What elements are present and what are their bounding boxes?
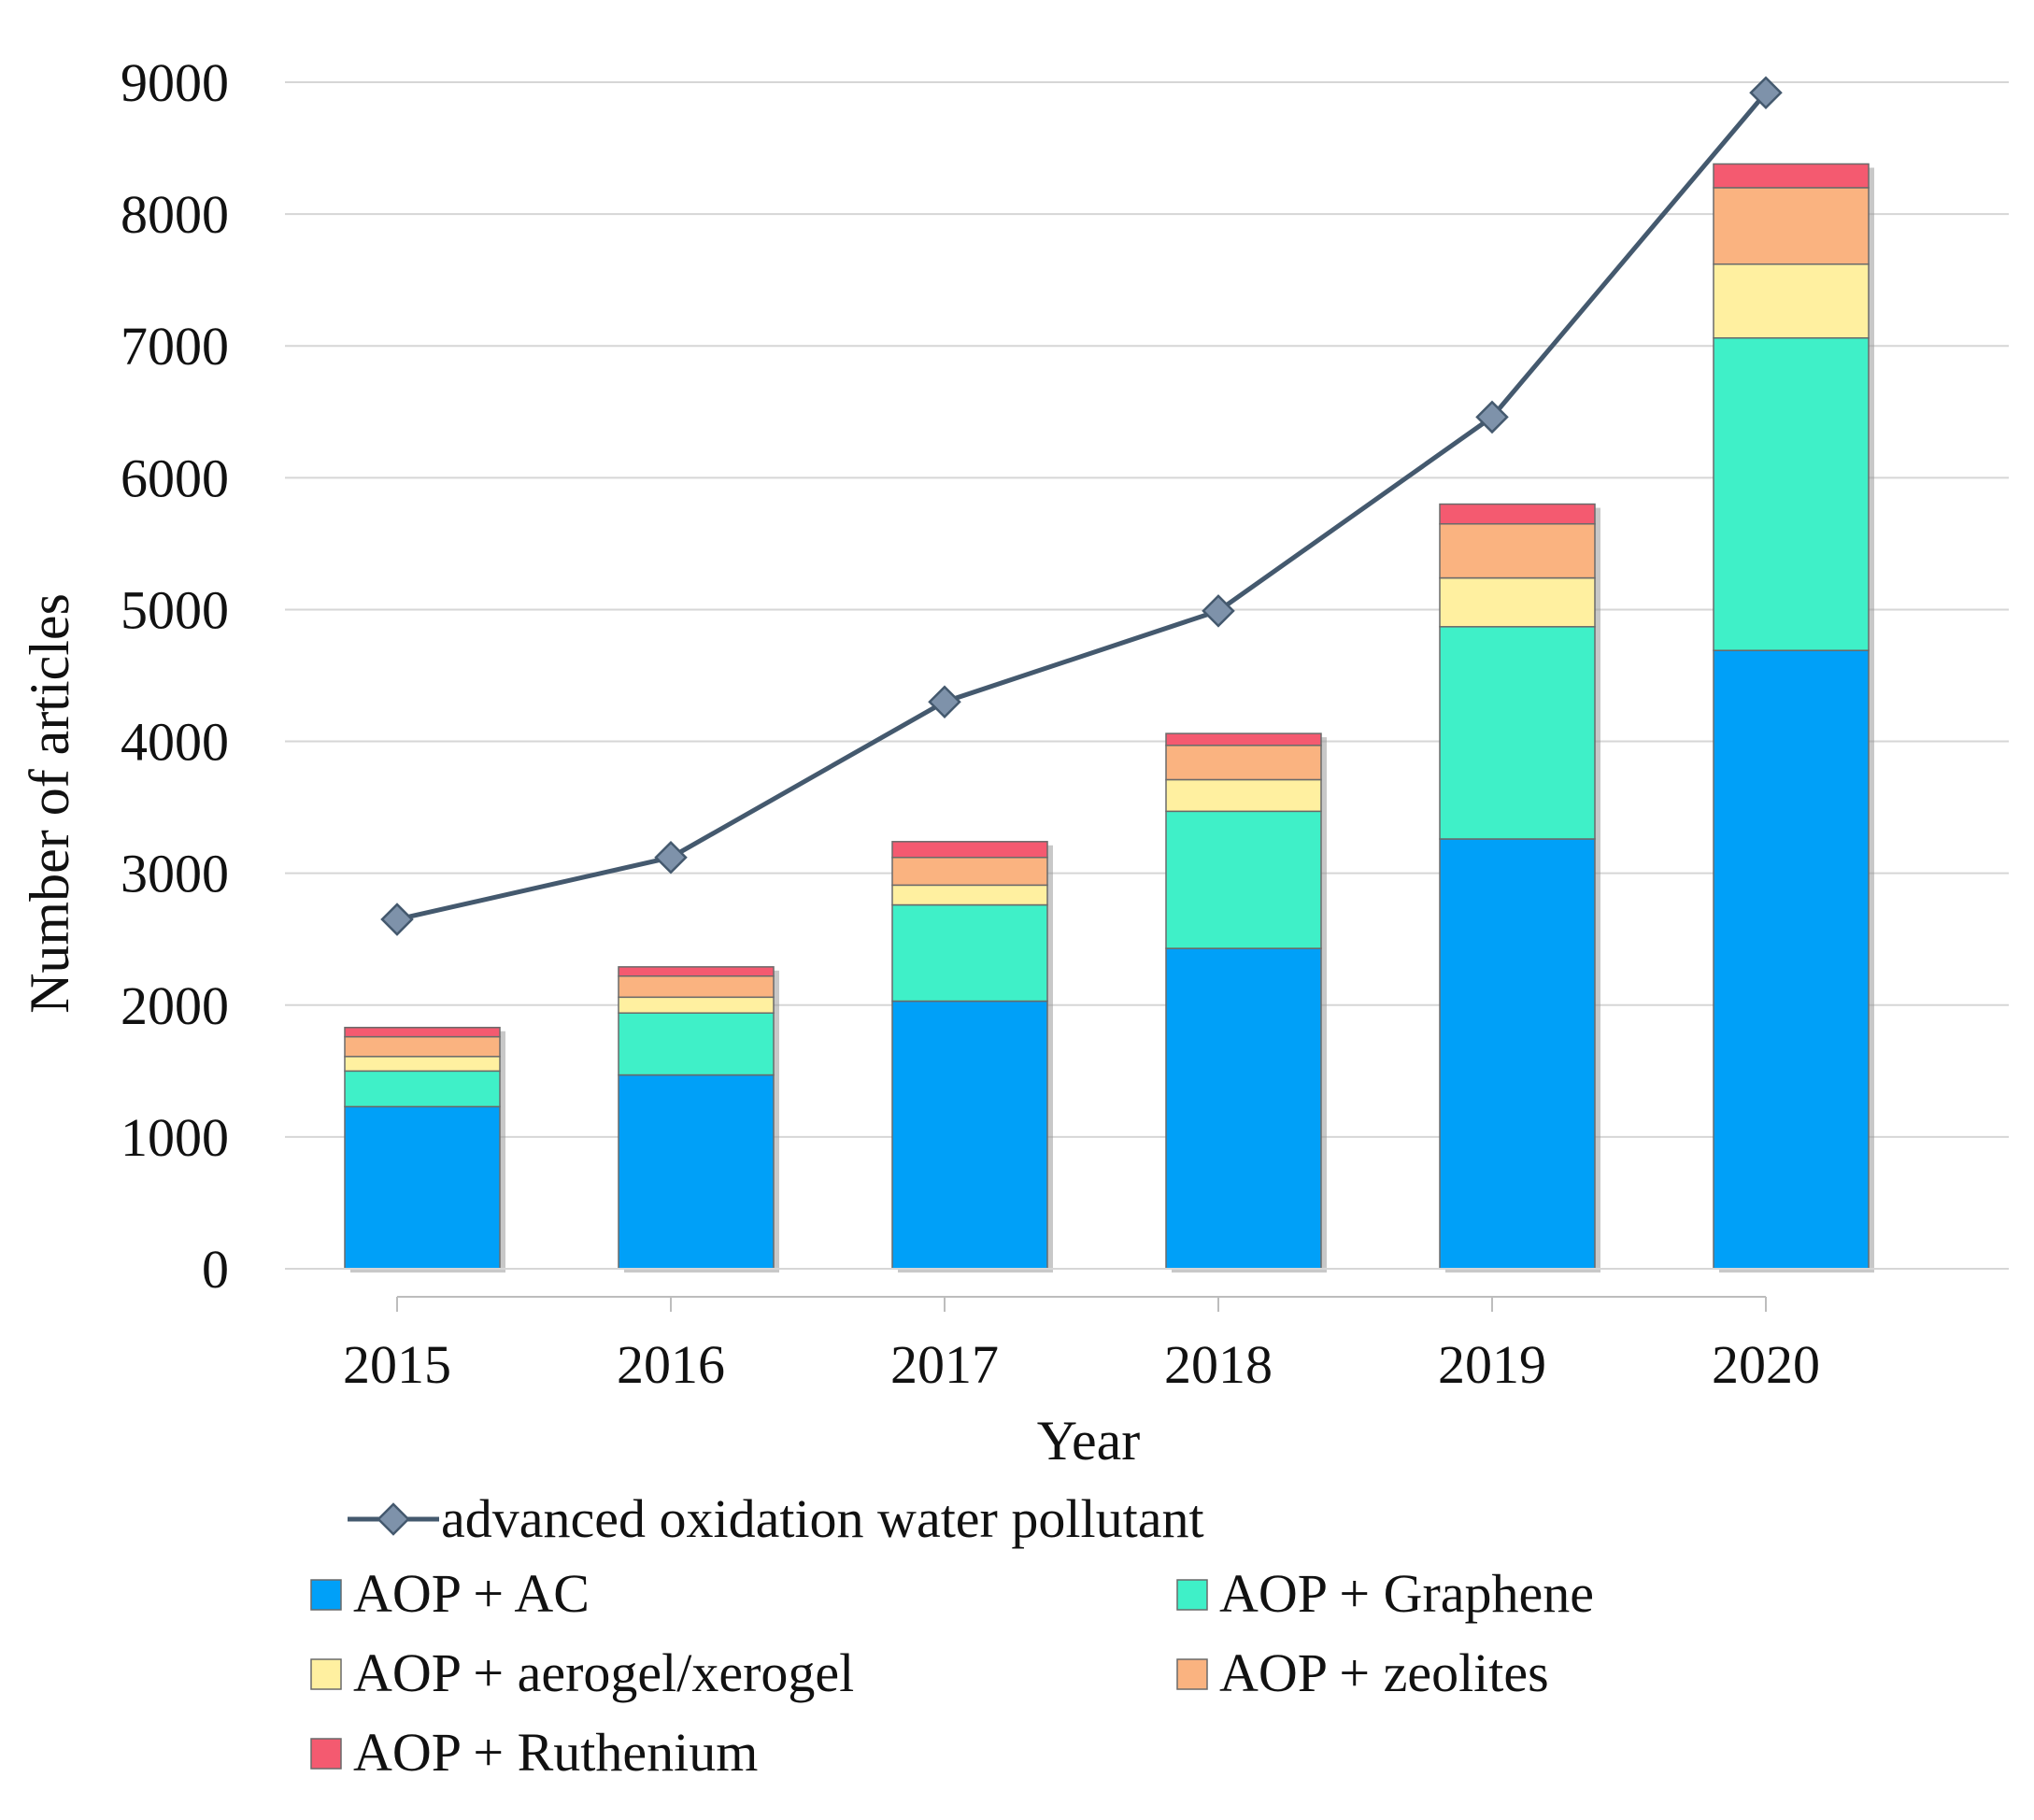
- line-point: [928, 685, 961, 718]
- x-tick-labels: 2015 2016 2017 2018 2019 2020: [343, 1334, 1820, 1395]
- grid-lines: [285, 81, 2009, 1138]
- line-point: [654, 840, 688, 874]
- bar-segment: [891, 903, 1048, 1002]
- line-point: [380, 903, 414, 936]
- bar-segment: [618, 966, 775, 977]
- line-point: [1475, 400, 1509, 434]
- y-tick-label: 1000: [121, 1107, 229, 1168]
- bar-segment: [1165, 810, 1322, 949]
- y-tick-label: 4000: [121, 712, 229, 773]
- bar-segment: [1713, 337, 1870, 651]
- x-tick-label: 2017: [890, 1334, 999, 1395]
- legend-swatch: [310, 1579, 342, 1611]
- line-point: [1202, 594, 1235, 628]
- bar-segment: [1713, 649, 1870, 1270]
- legend-label: AOP + aerogel/xerogel: [353, 1642, 854, 1703]
- bar-segment: [344, 1070, 501, 1108]
- bar-segment: [1713, 187, 1870, 265]
- y-tick-label: 8000: [121, 184, 229, 245]
- line-point: [1749, 76, 1783, 110]
- y-tick-label: 0: [202, 1239, 229, 1300]
- y-tick-label: 9000: [121, 52, 229, 113]
- bar-segment: [618, 1012, 775, 1076]
- bar-segment: [1165, 745, 1322, 781]
- legend-swatch: [1176, 1579, 1208, 1611]
- bar-segment: [1713, 263, 1870, 339]
- legend-label: AOP + zeolites: [1219, 1642, 1549, 1703]
- x-tick-label: 2015: [343, 1334, 451, 1395]
- x-tick-label: 2019: [1438, 1334, 1546, 1395]
- x-axis-title: Year: [1037, 1410, 1141, 1472]
- bar-segment: [1165, 732, 1322, 746]
- bar-segment: [1439, 838, 1596, 1270]
- x-tick-label: 2016: [617, 1334, 725, 1395]
- legend-swatch: [310, 1658, 342, 1690]
- legend-swatch: [1176, 1658, 1208, 1690]
- bar-segment: [1439, 576, 1596, 628]
- stacked-bars: [344, 163, 1874, 1273]
- x-tick-label: 2020: [1712, 1334, 1820, 1395]
- line-series: [380, 76, 1783, 936]
- bar-segment: [1439, 522, 1596, 579]
- x-tick-label: 2018: [1164, 1334, 1273, 1395]
- line-series-path: [396, 91, 1768, 922]
- bar-segment: [1713, 163, 1870, 189]
- bar-segment: [618, 974, 775, 999]
- y-tick-label: 3000: [121, 844, 229, 904]
- bar-segment: [891, 884, 1048, 906]
- legend-label: AOP + AC: [353, 1563, 590, 1624]
- y-tick-label: 7000: [121, 316, 229, 377]
- bar-segment: [891, 1000, 1048, 1270]
- bar-segment: [344, 1056, 501, 1073]
- bar-segment: [344, 1027, 501, 1038]
- bar-segment: [344, 1105, 501, 1270]
- y-axis-title: Number of articles: [19, 593, 80, 1014]
- legend-swatch: [310, 1738, 342, 1770]
- bar-segment: [344, 1035, 501, 1058]
- bar-segment: [1165, 947, 1322, 1270]
- legend-line-marker: [377, 1502, 410, 1536]
- bar-segment: [618, 1074, 775, 1270]
- legend-label: AOP + Ruthenium: [353, 1722, 758, 1783]
- bar-segment: [1439, 503, 1596, 525]
- legend-label: AOP + Graphene: [1219, 1563, 1594, 1624]
- legend-label: advanced oxidation water pollutant: [441, 1488, 1204, 1549]
- bar-segment: [1439, 626, 1596, 840]
- y-tick-label: 5000: [121, 579, 229, 640]
- x-axis: [285, 1268, 2009, 1312]
- y-tick-label: 2000: [121, 975, 229, 1036]
- bar-segment: [891, 856, 1048, 887]
- bar-segment: [618, 996, 775, 1014]
- bar-segment: [1165, 778, 1322, 813]
- y-axis: 0 1000 2000 3000 4000 5000 6000 7000 8000 9000: [121, 52, 229, 1300]
- y-tick-label: 6000: [121, 448, 229, 508]
- bar-segment: [891, 841, 1048, 859]
